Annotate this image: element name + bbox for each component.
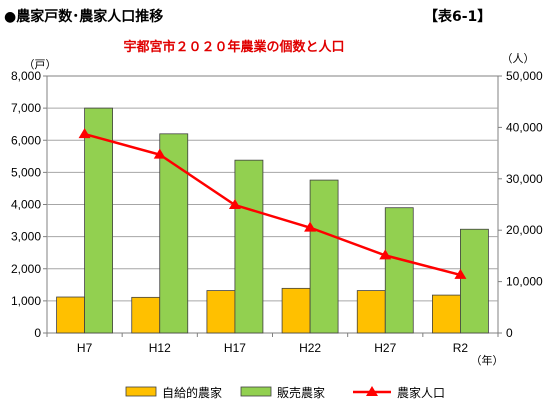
x-axis-unit: （年） [471, 353, 504, 367]
x-tick-label: H27 [374, 341, 396, 355]
bar-commercial [460, 228, 489, 334]
bar-self-sufficient [356, 290, 386, 334]
legend-label: 自給的農家 [162, 385, 222, 400]
left-axis-unit: （戸） [24, 58, 57, 71]
bar-self-sufficient [432, 294, 461, 334]
x-tick-label: H7 [77, 341, 93, 355]
left-tick-label: 3,000 [11, 230, 41, 244]
right-tick-label: 40,000 [506, 120, 543, 134]
left-tick-label: 1,000 [11, 294, 41, 308]
bar-commercial [309, 179, 339, 334]
legend-label: 販売農家 [277, 385, 325, 400]
bar-self-sufficient [206, 290, 236, 334]
legend-swatch-marker [366, 386, 378, 396]
right-tick-label: 30,000 [506, 172, 543, 186]
legend-swatch [125, 386, 157, 397]
population-marker [228, 199, 241, 210]
x-tick-label: H17 [224, 341, 246, 355]
table-reference: 【表6-1】 [424, 9, 492, 25]
x-tick-label: H22 [299, 341, 321, 355]
right-tick-label: 20,000 [506, 223, 543, 237]
bar-commercial [234, 159, 264, 334]
right-axis-unit: （人） [502, 52, 535, 65]
left-tick-label: 0 [34, 326, 41, 340]
population-marker [78, 128, 91, 139]
x-tick-label: R2 [453, 341, 469, 355]
page-heading: ●農家戸数･農家人口推移 [4, 9, 164, 25]
left-tick-label: 5,000 [11, 165, 41, 179]
population-marker [304, 221, 317, 232]
left-tick-label: 6,000 [11, 133, 41, 147]
right-tick-label: 50,000 [506, 69, 543, 83]
legend-label: 農家人口 [397, 385, 445, 400]
right-tick-label: 10,000 [506, 275, 543, 289]
left-tick-label: 8,000 [11, 69, 41, 83]
left-tick-label: 2,000 [11, 262, 41, 276]
bar-self-sufficient [281, 287, 311, 334]
bar-self-sufficient [56, 296, 85, 334]
chart-title: 宇都宮市２０２０年農業の個数と人口 [123, 39, 344, 55]
bar-commercial [159, 133, 189, 334]
population-marker [454, 268, 467, 279]
x-tick-label: H12 [149, 341, 171, 355]
right-tick-label: 0 [506, 326, 513, 340]
population-marker [153, 148, 166, 159]
left-tick-label: 4,000 [11, 198, 41, 212]
left-tick-label: 7,000 [11, 101, 41, 115]
legend-swatch [240, 386, 272, 397]
bar-self-sufficient [131, 296, 161, 334]
bar-commercial [384, 207, 414, 334]
bar-commercial [84, 107, 113, 334]
population-line [84, 132, 461, 277]
population-marker [379, 249, 392, 260]
